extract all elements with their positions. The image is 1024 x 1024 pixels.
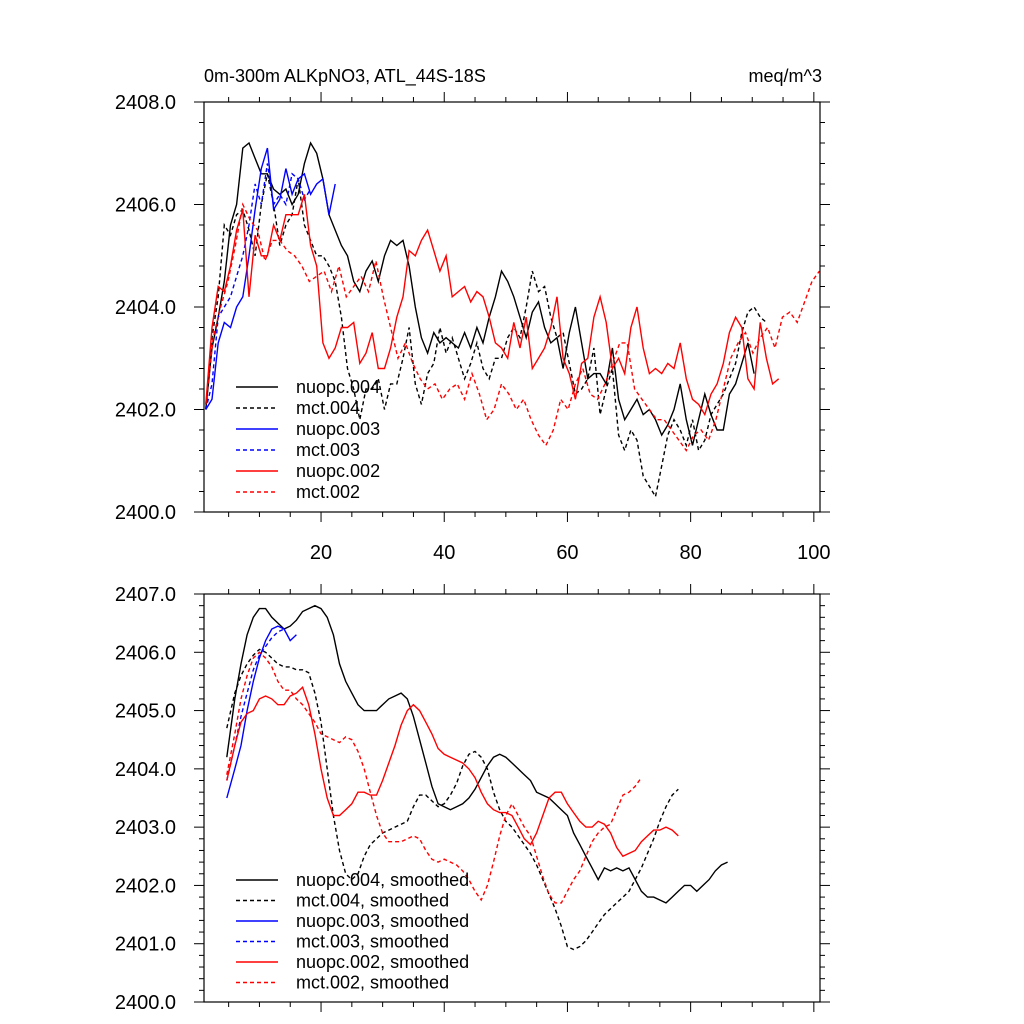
series-line-mct-003 bbox=[205, 163, 312, 410]
series-line-mct-004 bbox=[205, 173, 767, 499]
series-line-nuopc-002 bbox=[205, 194, 780, 417]
bottom-plot-frame bbox=[203, 593, 821, 1003]
legend-label: mct.002 bbox=[296, 482, 360, 502]
y-tick-label: 2404.0 bbox=[115, 297, 176, 319]
legend-label: mct.002, smoothed bbox=[296, 973, 449, 993]
y-tick-label: 2408.0 bbox=[115, 92, 176, 114]
legend-label: nuopc.002, smoothed bbox=[296, 952, 469, 972]
legend-label: nuopc.004, smoothed bbox=[296, 870, 469, 890]
series-line-nuopc-002-smoothed bbox=[226, 686, 679, 858]
y-tick-label: 2402.0 bbox=[115, 875, 176, 897]
x-tick-label: 60 bbox=[556, 542, 578, 564]
series-line-nuopc-004 bbox=[205, 141, 755, 446]
x-tick-label: 40 bbox=[433, 542, 455, 564]
y-tick-label: 2407.0 bbox=[115, 584, 176, 606]
y-tick-label: 2400.0 bbox=[115, 502, 176, 524]
y-tick-label: 2406.0 bbox=[115, 642, 176, 664]
y-tick-label: 2402.0 bbox=[115, 400, 176, 422]
x-tick-label: 20 bbox=[310, 542, 332, 564]
series-line-mct-003-smoothed bbox=[226, 628, 285, 781]
y-tick-label: 2405.0 bbox=[115, 701, 176, 723]
legend-label: mct.003, smoothed bbox=[296, 932, 449, 952]
legend-label: nuopc.003, smoothed bbox=[296, 911, 469, 931]
y-tick-label: 2401.0 bbox=[115, 934, 176, 956]
legend-label: nuopc.002 bbox=[296, 461, 380, 481]
series-line-nuopc-004-smoothed bbox=[226, 604, 728, 904]
top-panel-units: meq/m^3 bbox=[749, 66, 822, 86]
top-panel: 0m-300m ALKpNO3, ATL_44S-18S meq/m^3 nuo… bbox=[115, 66, 831, 564]
y-tick-label: 2404.0 bbox=[115, 759, 176, 781]
series-line-mct-004-smoothed bbox=[226, 648, 679, 951]
series-line-nuopc-003-smoothed bbox=[226, 625, 297, 799]
legend-label: nuopc.004 bbox=[296, 377, 380, 397]
legend-label: mct.004, smoothed bbox=[296, 891, 449, 911]
x-tick-label: 80 bbox=[680, 542, 702, 564]
legend-label: nuopc.003 bbox=[296, 419, 380, 439]
top-panel-title: 0m-300m ALKpNO3, ATL_44S-18S bbox=[204, 66, 486, 87]
x-tick-label: 100 bbox=[797, 542, 830, 564]
y-tick-label: 2400.0 bbox=[115, 992, 176, 1014]
series-line-mct-002-smoothed bbox=[226, 651, 642, 904]
y-tick-label: 2403.0 bbox=[115, 817, 176, 839]
legend-label: mct.004 bbox=[296, 398, 360, 418]
series-line-nuopc-003 bbox=[205, 147, 336, 410]
legend-label: mct.003 bbox=[296, 440, 360, 460]
y-tick-label: 2406.0 bbox=[115, 195, 176, 217]
